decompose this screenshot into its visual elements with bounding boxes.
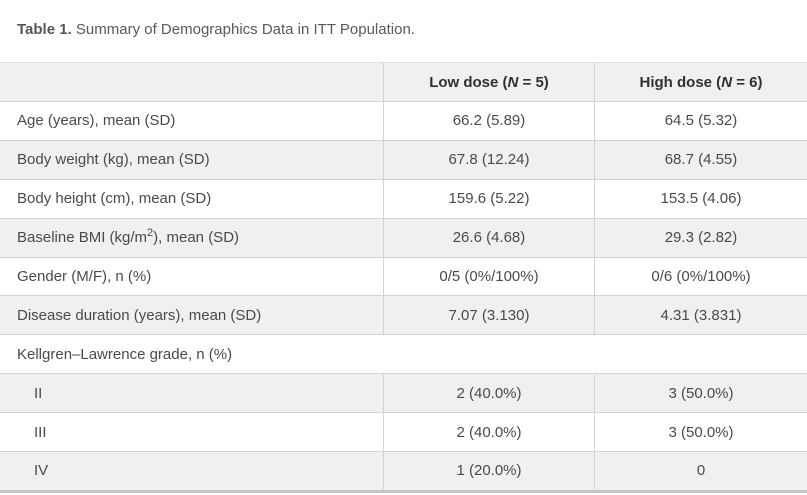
high-dose-value-cell: 3 (50.0%) — [594, 413, 807, 452]
table-row-body-height: Body height (cm), mean (SD) 159.6 (5.22)… — [0, 178, 807, 218]
low-dose-value-cell: 7.07 (3.130) — [383, 296, 594, 335]
table-row-disease-duration: Disease duration (years), mean (SD) 7.07… — [0, 295, 807, 335]
row-label-cell: II — [34, 384, 43, 402]
row-label-cell: Gender (M/F), n (%) — [17, 268, 152, 285]
low-dose-value-cell: 2 (40.0%) — [383, 413, 594, 452]
table-bottom-border — [0, 489, 807, 493]
table-row-baseline-bmi: Baseline BMI (kg/m2), mean (SD) 26.6 (4.… — [0, 217, 807, 257]
high-dose-value-cell: 0 — [594, 452, 807, 490]
header-cell-empty — [0, 63, 383, 101]
high-dose-value-cell: 153.5 (4.06) — [594, 179, 807, 218]
table-row-kellgren-lawrence: Kellgren–Lawrence grade, n (%) — [0, 334, 807, 373]
table-caption-text: Summary of Demographics Data in ITT Popu… — [71, 21, 415, 38]
low-dose-value-cell: 67.8 (12.24) — [383, 140, 594, 179]
table-subrow-grade-3: III 2 (40.0%) 3 (50.0%) — [0, 412, 807, 452]
low-dose-value-cell: 0/5 (0%/100%) — [383, 257, 594, 296]
table-row-body-weight: Body weight (kg), mean (SD) 67.8 (12.24)… — [0, 139, 807, 179]
row-label-cell: IV — [34, 462, 49, 480]
high-dose-value-cell: 0/6 (0%/100%) — [594, 257, 807, 296]
superscript-2: 2 — [147, 227, 154, 240]
row-label-cell: III — [34, 423, 47, 441]
row-label-cell: Body weight (kg), mean (SD) — [17, 151, 210, 169]
header-cell-high-dose: High dose (N = 6) — [594, 63, 807, 101]
row-label-cell: Baseline BMI (kg/m2), mean (SD) — [17, 227, 240, 247]
table-row-age: Age (years), mean (SD) 66.2 (5.89) 64.5 … — [0, 101, 807, 140]
high-dose-n: N — [721, 73, 733, 91]
row-label-cell: Age (years), mean (SD) — [17, 112, 176, 130]
row-label-cell: Body height (cm), mean (SD) — [17, 190, 212, 208]
low-dose-n: N — [507, 73, 519, 91]
demographics-table: Low dose (N = 5) High dose (N = 6) Age (… — [0, 62, 807, 490]
row-label-cell: Kellgren–Lawrence grade, n (%) — [17, 345, 233, 363]
table-body: Age (years), mean (SD) 66.2 (5.89) 64.5 … — [0, 101, 807, 490]
high-dose-value-cell: 29.3 (2.82) — [594, 218, 807, 257]
high-dose-value-cell: 68.7 (4.55) — [594, 140, 807, 179]
high-dose-value-cell: 3 (50.0%) — [594, 374, 807, 413]
low-dose-value-cell: 2 (40.0%) — [383, 374, 594, 413]
high-dose-value-cell: 4.31 (3.831) — [594, 296, 807, 335]
table-caption-label: Table 1. — [17, 21, 72, 38]
table-header-row: Low dose (N = 5) High dose (N = 6) — [0, 63, 807, 101]
header-cell-low-dose: Low dose (N = 5) — [383, 63, 594, 101]
low-dose-value-cell: 66.2 (5.89) — [383, 102, 594, 140]
high-dose-value-cell: 64.5 (5.32) — [594, 102, 807, 140]
table-caption: Table 1. Summary of Demographics Data in… — [0, 0, 807, 62]
row-label-cell: Disease duration (years), mean (SD) — [17, 306, 262, 324]
high-dose-label: High dose ( — [639, 73, 722, 91]
table-subrow-grade-2: II 2 (40.0%) 3 (50.0%) — [0, 373, 807, 413]
table-subrow-grade-4: IV 1 (20.0%) 0 — [0, 451, 807, 490]
low-dose-value-cell: 1 (20.0%) — [383, 452, 594, 490]
table-row-gender: Gender (M/F), n (%) 0/5 (0%/100%) 0/6 (0… — [0, 256, 807, 296]
high-dose-count: = 6) — [732, 73, 763, 91]
low-dose-label: Low dose ( — [429, 73, 508, 91]
low-dose-value-cell: 26.6 (4.68) — [383, 218, 594, 257]
low-dose-count: = 5) — [518, 73, 549, 91]
low-dose-value-cell: 159.6 (5.22) — [383, 179, 594, 218]
